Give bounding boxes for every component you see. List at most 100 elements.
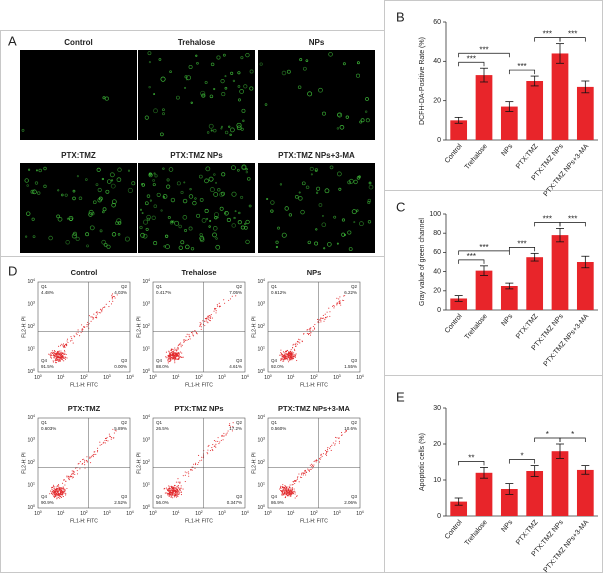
- event-dot: [65, 493, 67, 495]
- y-axis-label: FL2-H: PI: [251, 452, 257, 473]
- fluorescent-cell: [229, 133, 232, 137]
- event-dot: [226, 432, 228, 434]
- quadrant-percent: 0.560%: [271, 426, 286, 431]
- event-dot: [56, 358, 58, 360]
- event-dot: [57, 352, 59, 355]
- fluorescent-cell: [142, 233, 148, 239]
- fluorescent-cell: [356, 176, 361, 180]
- fluorescent-cell: [97, 187, 102, 193]
- fluorescent-cell: [43, 184, 47, 188]
- event-dot: [66, 487, 68, 490]
- event-dot: [96, 447, 99, 449]
- fluorescent-cell: [324, 188, 330, 194]
- event-dot: [308, 332, 310, 335]
- fluorescent-cell: [338, 187, 342, 191]
- fluorescent-cell: [245, 239, 250, 245]
- fluorescent-cell: [145, 227, 149, 231]
- axis-tick-label: 100: [257, 504, 265, 511]
- event-dot: [322, 453, 324, 455]
- event-dot: [292, 347, 294, 349]
- event-dot: [280, 349, 282, 351]
- axis-tick-label: 101: [142, 481, 150, 488]
- tick-exponent: 4: [247, 374, 249, 378]
- event-dot: [60, 496, 63, 499]
- event-dot: [93, 317, 95, 319]
- fluorescent-cell: [89, 225, 95, 231]
- event-dot: [343, 299, 345, 302]
- event-dot: [111, 298, 113, 300]
- event-dot: [292, 353, 294, 355]
- event-dot: [76, 334, 78, 336]
- event-dot: [116, 294, 118, 296]
- fluorescent-cell: [208, 123, 214, 129]
- event-dot: [198, 462, 200, 464]
- fluorescent-cell: [111, 202, 116, 208]
- axis-tick-label: 102: [310, 374, 318, 381]
- event-dot: [293, 488, 295, 490]
- event-dot: [284, 490, 286, 492]
- tick-exponent: 1: [63, 510, 65, 514]
- significance-bracket: [458, 250, 510, 255]
- fluorescent-cell: [149, 199, 152, 202]
- event-dot: [69, 340, 72, 342]
- event-dot: [284, 492, 286, 494]
- quadrant-percent: 10.6%: [344, 426, 357, 431]
- event-dot: [164, 492, 166, 494]
- fluorescent-cell: [224, 210, 229, 216]
- event-dot: [175, 487, 177, 489]
- bar: [526, 257, 544, 310]
- event-dot: [288, 486, 290, 488]
- event-dot: [288, 359, 290, 361]
- event-dot: [66, 475, 68, 477]
- event-dot: [294, 482, 296, 485]
- fluorescent-cell: [204, 208, 209, 214]
- event-dot: [210, 314, 212, 316]
- fluorescent-cell: [190, 247, 195, 251]
- event-dot: [184, 339, 186, 341]
- event-dot: [231, 295, 233, 297]
- event-dot: [177, 490, 179, 492]
- fluorescent-cell: [231, 223, 236, 228]
- event-dot: [287, 354, 289, 356]
- fluorescent-cell: [199, 235, 205, 241]
- axis-tick-label: 103: [27, 300, 35, 307]
- fluorescent-cell: [213, 192, 219, 197]
- event-dot: [113, 296, 115, 298]
- event-dot: [201, 456, 203, 458]
- event-dot: [179, 487, 181, 489]
- y-tick-label: 0: [437, 513, 441, 520]
- event-dot: [104, 439, 106, 442]
- fluorescent-cell: [321, 214, 324, 217]
- tick-exponent: 1: [263, 345, 265, 349]
- event-dot: [170, 349, 173, 351]
- plot-title: Trehalose: [181, 268, 216, 277]
- event-dot: [115, 430, 117, 432]
- event-dot: [312, 325, 314, 328]
- tick-exponent: 0: [148, 368, 150, 372]
- event-dot: [52, 361, 54, 363]
- fluorescent-cell: [196, 213, 201, 218]
- event-dot: [168, 489, 170, 491]
- event-dot: [59, 360, 61, 362]
- event-dot: [286, 491, 288, 493]
- event-dot: [294, 354, 296, 356]
- fluorescent-cell: [111, 179, 114, 182]
- event-dot: [63, 492, 65, 494]
- event-dot: [294, 344, 297, 346]
- event-dot: [305, 471, 307, 473]
- event-dot: [166, 489, 169, 492]
- event-dot: [209, 317, 211, 319]
- event-dot: [282, 484, 284, 486]
- fluorescent-cell: [345, 115, 349, 119]
- event-dot: [280, 357, 282, 360]
- event-dot: [173, 489, 176, 491]
- tick-exponent: 3: [33, 436, 35, 440]
- event-dot: [60, 491, 62, 493]
- event-dot: [58, 356, 61, 358]
- fluorescent-cell: [336, 127, 340, 130]
- fluorescent-cell: [266, 197, 269, 201]
- event-dot: [291, 487, 294, 489]
- fluorescent-cell: [188, 194, 194, 199]
- event-dot: [324, 318, 326, 321]
